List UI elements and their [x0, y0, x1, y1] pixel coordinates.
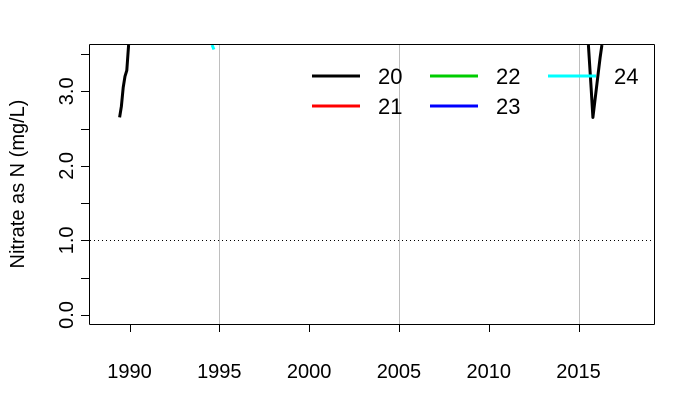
legend-label-20: 20	[378, 64, 402, 89]
series-line-20-0	[118, 45, 131, 118]
x-axis: 1990 1995 2000 2005 2010 2015	[107, 324, 601, 383]
grid-layer	[219, 45, 580, 324]
legend-label-22: 22	[496, 64, 520, 89]
x-tick-label-2010: 2010	[467, 361, 512, 383]
series-line-24-0	[210, 45, 216, 51]
x-tick-label-2015: 2015	[556, 361, 601, 383]
y-tick-label-0: 0.0	[56, 301, 78, 329]
x-tick-label-2000: 2000	[287, 361, 332, 383]
legend: 20 21 22 23 24	[312, 64, 638, 119]
y-axis-title: Nitrate as N (mg/L)	[7, 100, 29, 269]
y-tick-label-1: 1.0	[56, 226, 78, 254]
series-line-20-1	[586, 45, 604, 119]
y-tick-label-2: 2.0	[56, 152, 78, 180]
series-layer	[118, 45, 604, 119]
y-axis: 0.0 1.0 2.0 3.0	[56, 54, 90, 329]
y-tick-label-3: 3.0	[56, 77, 78, 105]
x-tick-label-2005: 2005	[377, 361, 422, 383]
legend-label-23: 23	[496, 94, 520, 119]
x-tick-label-1995: 1995	[197, 361, 242, 383]
legend-label-24: 24	[614, 64, 638, 89]
legend-label-21: 21	[378, 94, 402, 119]
x-tick-label-1990: 1990	[107, 361, 152, 383]
